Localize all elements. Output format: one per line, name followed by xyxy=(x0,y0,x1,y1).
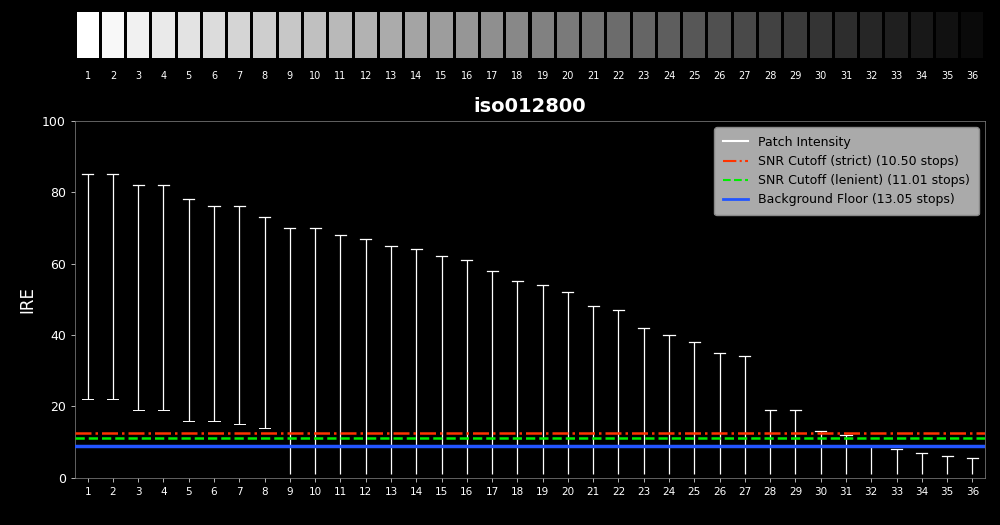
Bar xyxy=(405,12,427,58)
Text: 13: 13 xyxy=(385,71,397,81)
Bar xyxy=(784,12,807,58)
Text: 24: 24 xyxy=(663,71,675,81)
Text: 26: 26 xyxy=(713,71,726,81)
Bar xyxy=(203,12,225,58)
Text: 19: 19 xyxy=(537,71,549,81)
Bar xyxy=(961,12,983,58)
Bar xyxy=(304,12,326,58)
Bar xyxy=(506,12,528,58)
Y-axis label: IRE: IRE xyxy=(19,286,37,313)
Bar xyxy=(582,12,604,58)
Title: iso012800: iso012800 xyxy=(474,98,586,117)
Text: 20: 20 xyxy=(562,71,574,81)
Bar xyxy=(633,12,655,58)
Bar xyxy=(329,12,352,58)
Text: 11: 11 xyxy=(334,71,347,81)
Bar xyxy=(911,12,933,58)
Text: 6: 6 xyxy=(211,71,217,81)
Text: 28: 28 xyxy=(764,71,776,81)
Text: 31: 31 xyxy=(840,71,852,81)
Bar xyxy=(810,12,832,58)
Text: 5: 5 xyxy=(186,71,192,81)
Bar xyxy=(683,12,705,58)
Bar xyxy=(557,12,579,58)
Text: 16: 16 xyxy=(461,71,473,81)
Text: 21: 21 xyxy=(587,71,599,81)
Text: 25: 25 xyxy=(688,71,701,81)
Text: 14: 14 xyxy=(410,71,422,81)
Bar xyxy=(77,12,99,58)
Text: 9: 9 xyxy=(287,71,293,81)
Bar xyxy=(885,12,908,58)
Text: 23: 23 xyxy=(638,71,650,81)
Text: 3: 3 xyxy=(135,71,141,81)
Bar xyxy=(607,12,630,58)
Bar xyxy=(860,12,882,58)
Bar xyxy=(178,12,200,58)
Bar xyxy=(430,12,453,58)
Bar xyxy=(658,12,680,58)
Text: 15: 15 xyxy=(435,71,448,81)
Bar xyxy=(456,12,478,58)
Bar xyxy=(228,12,250,58)
Text: 4: 4 xyxy=(160,71,167,81)
Bar xyxy=(936,12,958,58)
Bar xyxy=(708,12,731,58)
Text: 22: 22 xyxy=(612,71,625,81)
Bar xyxy=(152,12,175,58)
Bar xyxy=(127,12,149,58)
Bar xyxy=(835,12,857,58)
Text: 10: 10 xyxy=(309,71,321,81)
Bar xyxy=(532,12,554,58)
Bar xyxy=(102,12,124,58)
Text: 8: 8 xyxy=(262,71,268,81)
Text: 7: 7 xyxy=(236,71,242,81)
Text: 18: 18 xyxy=(511,71,523,81)
Text: 36: 36 xyxy=(966,71,978,81)
Bar xyxy=(279,12,301,58)
Text: 27: 27 xyxy=(739,71,751,81)
Text: 30: 30 xyxy=(815,71,827,81)
Legend: Patch Intensity, SNR Cutoff (strict) (10.50 stops), SNR Cutoff (lenient) (11.01 : Patch Intensity, SNR Cutoff (strict) (10… xyxy=(714,127,979,215)
Bar xyxy=(355,12,377,58)
Text: 35: 35 xyxy=(941,71,953,81)
Text: 1: 1 xyxy=(85,71,91,81)
Text: 32: 32 xyxy=(865,71,877,81)
Bar xyxy=(734,12,756,58)
Text: 33: 33 xyxy=(890,71,903,81)
Bar xyxy=(481,12,503,58)
Text: 12: 12 xyxy=(360,71,372,81)
Text: 34: 34 xyxy=(916,71,928,81)
Bar xyxy=(253,12,276,58)
Bar xyxy=(380,12,402,58)
Text: 29: 29 xyxy=(789,71,802,81)
Text: 17: 17 xyxy=(486,71,498,81)
Text: 2: 2 xyxy=(110,71,116,81)
Bar xyxy=(759,12,781,58)
